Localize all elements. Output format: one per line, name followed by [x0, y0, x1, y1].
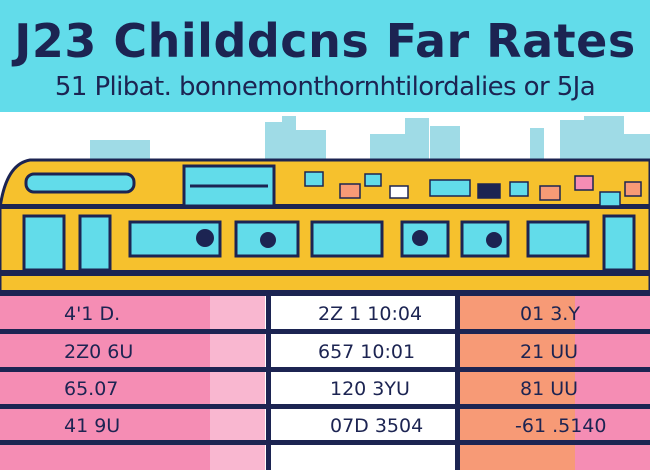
- row-3-col-3: 81 UU: [520, 378, 578, 400]
- row-2-col-1: 2Z0 6U: [64, 341, 133, 363]
- bus-top-windows: [24, 164, 276, 208]
- row-3-col-2: 120 3YU: [330, 378, 410, 400]
- passenger-silhouettes: [196, 229, 502, 248]
- row-1-col-2: 2Z 1 10:04: [318, 303, 422, 325]
- row-3-col-1: 65.07: [64, 378, 118, 400]
- row-4-col-1: 41 9U: [64, 415, 120, 437]
- title-banner: J23 Childdcns Far Rates 51 Plibat. bonne…: [0, 0, 650, 112]
- city-skyline: [90, 116, 650, 160]
- row-1-col-1: 4'1 D.: [64, 303, 120, 325]
- row-4-col-3: -61 .5140: [515, 415, 606, 437]
- fare-table: 4'1 D. 2Z 1 10:04 01 3.Y 2Z0 6U 657 10:0…: [0, 290, 650, 470]
- page-title: J23 Childdcns Far Rates: [14, 14, 636, 68]
- page-subtitle: 51 Plibat. bonnemonthornhtilordalies or …: [54, 72, 596, 102]
- decorative-pattern: [304, 171, 642, 207]
- row-1-col-3: 01 3.Y: [520, 303, 580, 325]
- bus-illustration: [0, 116, 650, 294]
- row-2-col-3: 21 UU: [520, 341, 578, 363]
- row-4-col-2: 07D 3504: [330, 415, 423, 437]
- bus-passenger-windows: [22, 214, 636, 272]
- row-2-col-2: 657 10:01: [318, 341, 415, 363]
